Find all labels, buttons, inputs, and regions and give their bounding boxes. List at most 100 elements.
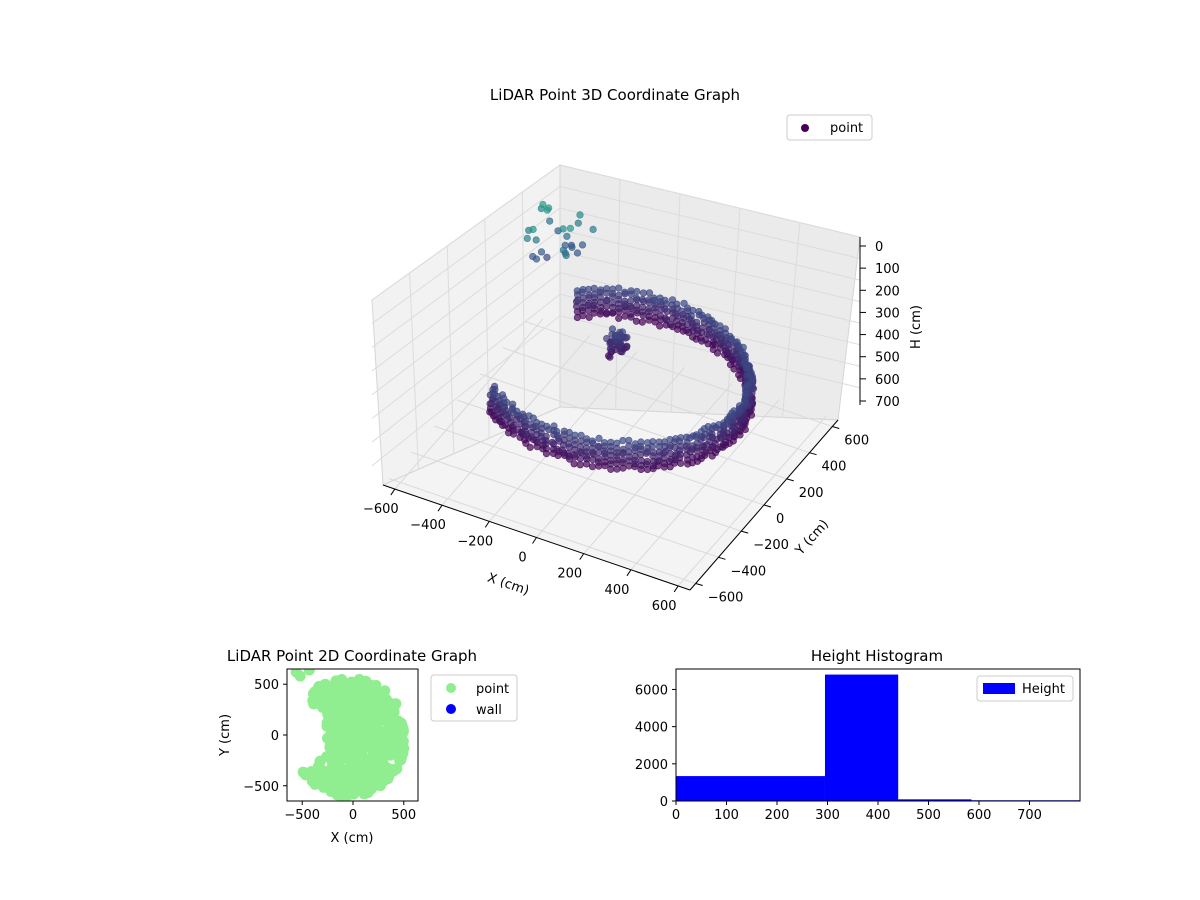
chart-3d-point bbox=[543, 422, 551, 430]
chart-3d-y-tick-label-4: 200 bbox=[799, 486, 824, 501]
chart-3d-point bbox=[594, 455, 603, 463]
chart-3d-point bbox=[577, 431, 585, 439]
chart-2d-point bbox=[321, 717, 333, 729]
chart-2d-point bbox=[395, 725, 407, 737]
chart-3d-y-tick-0 bbox=[695, 582, 703, 586]
chart-3d-x-tick-0 bbox=[390, 488, 396, 496]
chart-3d-grid-z-back-1 bbox=[559, 186, 861, 260]
chart-3d-point bbox=[631, 444, 640, 452]
chart-3d-point bbox=[576, 448, 584, 456]
chart-2d-point bbox=[345, 723, 357, 735]
chart-3d-point bbox=[615, 284, 623, 292]
chart-2d-point bbox=[370, 736, 382, 747]
chart-3d-point bbox=[582, 448, 590, 456]
chart-3d-point bbox=[570, 451, 578, 459]
chart-2d-y-label: Y (cm) bbox=[218, 714, 233, 757]
chart-3d-point bbox=[574, 296, 582, 304]
chart-3d-point bbox=[619, 464, 627, 472]
chart-3d-point bbox=[682, 326, 691, 334]
chart-2d-point bbox=[342, 741, 354, 753]
chart-3d-point bbox=[644, 305, 653, 313]
chart-3d-point bbox=[568, 243, 576, 251]
chart-3d-point bbox=[727, 335, 736, 343]
chart-2d-point bbox=[353, 753, 365, 765]
chart-3d-point bbox=[576, 211, 584, 219]
chart-2d-point bbox=[368, 780, 380, 792]
chart-3d-point bbox=[698, 311, 706, 319]
chart-3d-grid-z-left-4 bbox=[371, 250, 561, 396]
chart-3d-grid-z-left-3 bbox=[371, 229, 561, 372]
chart-3d-point bbox=[543, 253, 551, 261]
chart-2d-points bbox=[290, 669, 410, 801]
chart-3d-point bbox=[661, 305, 669, 313]
chart-3d-point bbox=[613, 444, 621, 453]
chart-3d-point bbox=[644, 444, 652, 452]
chart-3d-point bbox=[609, 285, 617, 293]
chart-2d-point bbox=[388, 701, 400, 713]
chart-3d-point bbox=[638, 318, 646, 326]
chart-3d-x-tick-label-5: 400 bbox=[605, 583, 630, 598]
chart-3d-x-tick-label-2: −200 bbox=[457, 534, 493, 549]
chart-3d-y-tick-5 bbox=[809, 452, 817, 456]
chart-3d-x-tick-1 bbox=[437, 504, 443, 512]
chart-3d-y-tick-label-1: −400 bbox=[730, 564, 766, 579]
chart-3d-point bbox=[603, 309, 611, 317]
chart-3d-grid-vback-2 bbox=[726, 208, 741, 415]
chart-3d-point bbox=[717, 443, 725, 451]
chart-3d-point bbox=[672, 450, 681, 458]
chart-3d-point bbox=[655, 443, 664, 451]
chart-3d-point bbox=[615, 343, 623, 351]
chart-3d-y-ticks: −600 −400 −200 0 200 400 600 bbox=[695, 426, 869, 605]
chart-3d-y-tick-label-3: 0 bbox=[776, 512, 784, 527]
chart-3d-point bbox=[723, 340, 732, 349]
chart-3d-point bbox=[677, 459, 685, 467]
chart-2d-point bbox=[336, 674, 348, 685]
chart-3d-point bbox=[582, 460, 591, 468]
histogram-title: Height Histogram bbox=[811, 647, 943, 665]
chart-3d-point bbox=[728, 427, 736, 435]
chart-3d-point bbox=[588, 437, 596, 445]
histogram-y-tick-label-3: 6000 bbox=[635, 683, 668, 698]
chart-3d-point bbox=[588, 463, 597, 471]
chart-3d-point bbox=[591, 290, 599, 298]
chart-3d-point bbox=[625, 453, 633, 461]
chart-3d-z-label: H (cm) bbox=[909, 305, 924, 349]
chart-3d-z-tick-label-5: 500 bbox=[875, 351, 900, 366]
chart-3d-point bbox=[513, 407, 521, 415]
chart-3d-point bbox=[689, 432, 697, 440]
chart-2d-x-label: X (cm) bbox=[331, 831, 374, 846]
chart-2d-point bbox=[316, 689, 328, 701]
chart-3d-grid-y-4 bbox=[479, 373, 787, 480]
chart-3d-point bbox=[563, 232, 571, 240]
chart-3d-grid-z-back-2 bbox=[559, 207, 861, 281]
chart-3d-y-tick-label-6: 600 bbox=[844, 434, 869, 449]
chart-3d-point bbox=[623, 342, 631, 350]
chart-3d-grid-vback-3 bbox=[781, 222, 801, 418]
chart-3d-point bbox=[562, 251, 570, 260]
chart-3d-point bbox=[631, 452, 639, 461]
chart-2d-legend: point wall bbox=[430, 674, 518, 722]
chart-3d-point bbox=[612, 331, 621, 340]
chart-3d-y-tick-label-0: −600 bbox=[708, 590, 744, 605]
chart-3d-point bbox=[615, 305, 623, 313]
chart-3d-point bbox=[537, 248, 546, 256]
chart-3d-z-tick-label-0: 0 bbox=[875, 240, 883, 255]
chart-3d-grid-z-left-6 bbox=[371, 293, 561, 443]
chart-3d-point bbox=[613, 465, 621, 473]
chart-3d-point bbox=[702, 336, 710, 344]
chart-2d-point bbox=[343, 768, 355, 780]
chart-3d-z-tick-label-7: 700 bbox=[875, 395, 900, 410]
chart-3d-point bbox=[666, 463, 674, 471]
chart-3d-legend: point bbox=[786, 114, 873, 141]
chart-3d-x-tick-label-6: 600 bbox=[652, 599, 677, 614]
chart-3d-point bbox=[576, 461, 584, 469]
chart-2d: LiDAR Point 2D Coordinate Graph −500 0 500… bbox=[218, 647, 518, 846]
chart-2d-point bbox=[365, 679, 377, 691]
chart-3d-point bbox=[688, 442, 697, 450]
chart-3d-point-cloud bbox=[486, 200, 758, 474]
chart-3d-point bbox=[661, 296, 669, 304]
chart-2d-point bbox=[324, 780, 336, 792]
chart-3d-x-tick-2 bbox=[484, 521, 490, 528]
chart-3d-x-tick-label-4: 200 bbox=[557, 567, 582, 582]
chart-3d-point bbox=[542, 440, 550, 448]
